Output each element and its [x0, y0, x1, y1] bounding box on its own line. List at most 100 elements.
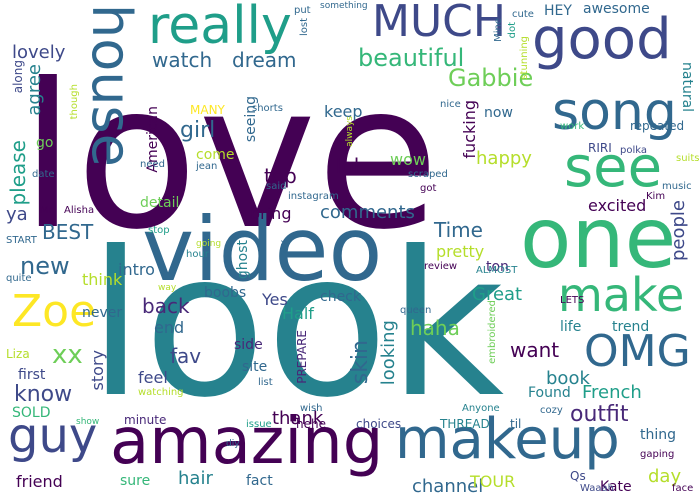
word-lol: lol: [336, 154, 360, 178]
word-face: face: [672, 483, 694, 494]
word-HEY: HEY: [544, 3, 572, 19]
word-trend: trend: [612, 319, 650, 335]
word-BEST: BEST: [42, 220, 94, 244]
word-never: never: [82, 305, 123, 321]
word-keep: keep: [324, 102, 363, 121]
word-feel: feel: [138, 368, 168, 387]
word-gaping: gaping: [640, 449, 675, 460]
word-ghost: ghost: [235, 240, 251, 280]
word-Kate: Kate: [600, 479, 632, 495]
word-LETS: LETS: [560, 295, 585, 306]
word-START: START: [6, 235, 37, 246]
word-nice: nice: [440, 99, 461, 110]
word-quite: quite: [6, 273, 32, 284]
word-TOUR: TOUR: [470, 472, 516, 491]
word-video: video: [142, 198, 383, 301]
word-Zoe: Zoe: [12, 286, 97, 337]
word-one: one: [520, 189, 677, 287]
word-Gabbie: Gabbie: [448, 64, 534, 92]
word-haha: haha: [410, 316, 460, 340]
word-girl: girl: [180, 118, 216, 143]
word-date: date: [32, 169, 55, 180]
word-end: end: [154, 318, 185, 337]
word-go: go: [36, 135, 54, 151]
word-PREPARE: PREPARE: [295, 330, 309, 384]
word-new: new: [20, 252, 70, 280]
word-work: work: [560, 121, 585, 132]
word-SOLD: SOLD: [12, 405, 51, 421]
word-side: side: [234, 337, 263, 353]
word-think: think: [82, 270, 123, 289]
word-diy: diy: [226, 439, 240, 449]
word-excited: excited: [588, 196, 647, 215]
word-ton: ton: [486, 259, 509, 275]
word-wow: wow: [390, 150, 426, 169]
word-see: see: [564, 135, 663, 200]
word-beautiful: beautiful: [358, 44, 465, 72]
word-stunning: stunning: [519, 36, 530, 80]
word-French: French: [582, 382, 642, 403]
word-polka: polka: [620, 145, 647, 156]
word-scraped: scraped: [408, 169, 448, 180]
word-love: love: [20, 41, 440, 274]
word-show: show: [76, 417, 100, 427]
word-happy: happy: [476, 148, 532, 169]
word-watch: watch: [152, 48, 213, 72]
word-comments: comments: [320, 202, 415, 223]
word-guy: guy: [8, 408, 98, 464]
word-need: need: [140, 159, 165, 170]
word-MANY: MANY: [190, 103, 225, 117]
word-site: site: [242, 359, 268, 375]
word-issue: issue: [246, 419, 272, 430]
word-detail: detail: [140, 195, 180, 211]
word-lost: lost: [299, 18, 310, 37]
word-boobs: boobs: [204, 285, 247, 301]
word-THREAD: THREAD: [440, 417, 490, 431]
word-back: back: [142, 294, 190, 318]
word-say: say: [279, 240, 289, 256]
word-minute: minute: [124, 413, 167, 427]
word-shorts: shorts: [252, 103, 283, 114]
word-Kim: Kim: [646, 191, 666, 202]
word-Time: Time: [434, 218, 483, 242]
word-dot: dot: [507, 22, 518, 39]
word-first: first: [18, 367, 46, 383]
word-queen: queen: [400, 305, 432, 316]
word-Mr: Mr: [40, 205, 53, 216]
word-hehe: hehe: [296, 417, 326, 431]
word-along: along: [11, 60, 25, 94]
word-review: review: [424, 261, 458, 272]
word-got: got: [420, 183, 437, 194]
word-good: good: [532, 7, 672, 72]
word-Half: Half: [282, 304, 314, 323]
word-ALMOST: ALMOST: [476, 265, 518, 276]
word-friend: friend: [16, 472, 63, 491]
word-come: come: [196, 147, 235, 163]
word-story: story: [88, 350, 107, 391]
word-book: book: [546, 368, 590, 389]
word-people: people: [668, 200, 689, 262]
word-dream: dream: [232, 48, 297, 72]
word-thing: thing: [640, 427, 677, 443]
word-pretty: pretty: [436, 242, 485, 261]
word-life: life: [560, 319, 582, 335]
word-now: now: [484, 105, 513, 121]
word-intro: intro: [118, 260, 155, 279]
word-way: way: [158, 283, 177, 293]
word-watching: watching: [138, 387, 184, 398]
word-said: said: [266, 181, 287, 192]
word-check: check: [320, 289, 361, 305]
word-amazing: amazing: [110, 405, 384, 479]
word-house: house: [80, 4, 143, 167]
word-Found: Found: [528, 385, 571, 401]
word-jean: jean: [196, 161, 218, 172]
word-RIRI: RIRI: [588, 141, 612, 155]
word-know: know: [14, 382, 73, 407]
word-cozy: cozy: [540, 405, 563, 416]
word-instagram: instagram: [288, 191, 339, 202]
word-choices: choices: [356, 417, 402, 431]
word-hair: hair: [178, 468, 213, 489]
word-xx: xx: [52, 340, 83, 370]
word-channel: channel: [412, 476, 484, 497]
